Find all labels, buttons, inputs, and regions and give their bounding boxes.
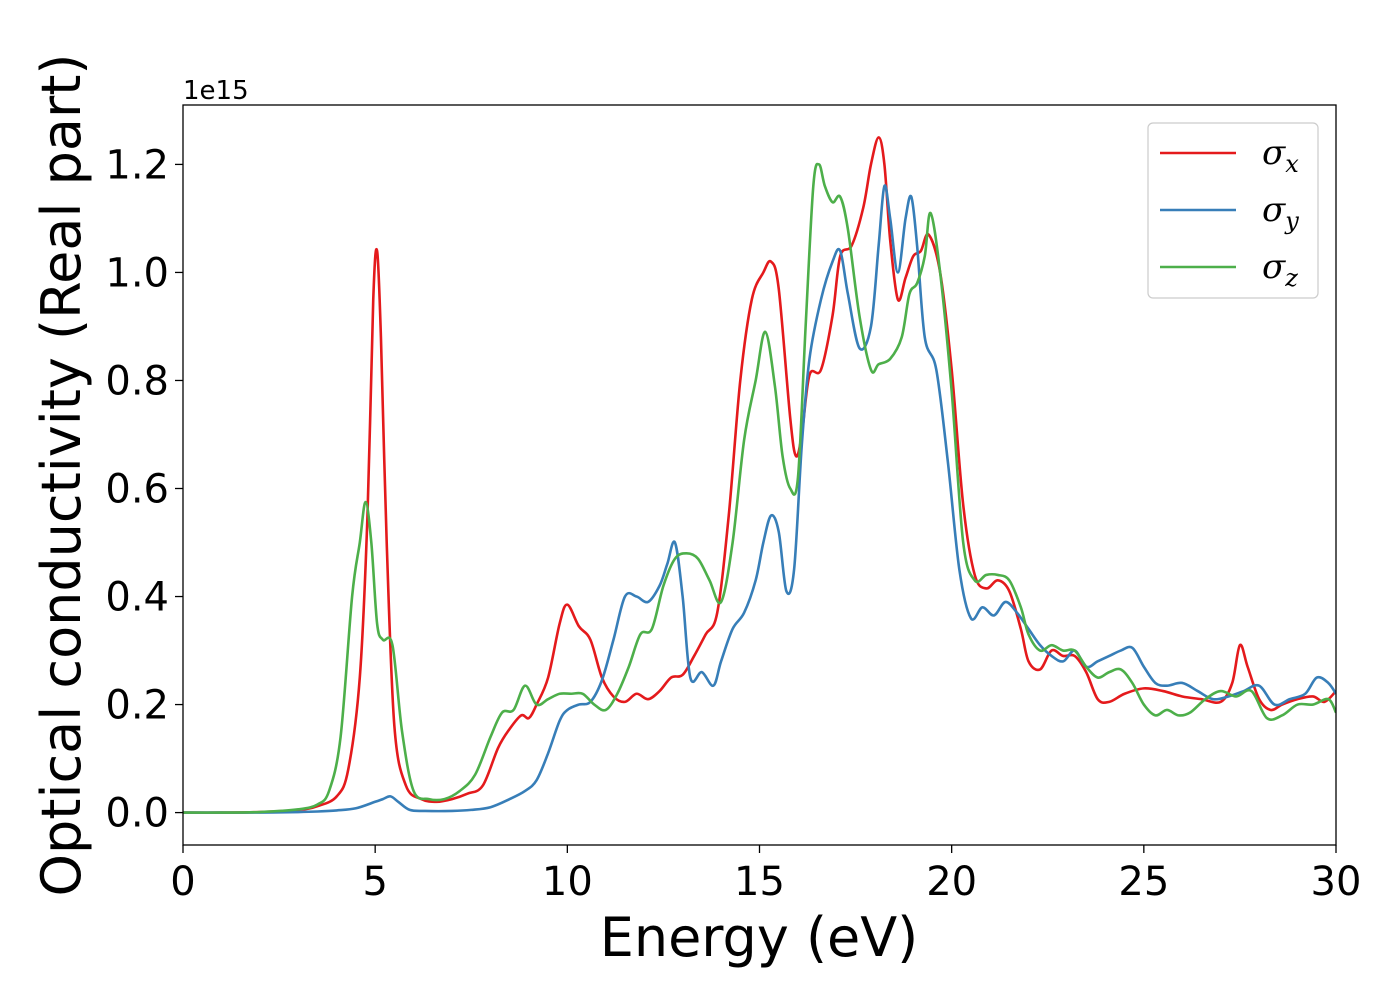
y-tick-label: 0.4 xyxy=(105,575,169,621)
y-offset-label: 1e15 xyxy=(183,76,249,106)
x-axis-ticks: 0 5 10 15 20 25 30 xyxy=(170,845,1361,905)
x-axis-label: Energy (eV) xyxy=(600,906,919,969)
y-tick-label: 0.6 xyxy=(105,467,169,513)
legend-label-z: σz xyxy=(1262,247,1298,292)
y-tick-label: 0.2 xyxy=(105,683,169,729)
x-tick-label: 0 xyxy=(170,859,195,905)
x-tick-label: 15 xyxy=(734,859,785,905)
x-tick-label: 30 xyxy=(1311,859,1362,905)
series-layer xyxy=(183,136,1336,814)
x-tick-label: 10 xyxy=(542,859,593,905)
y-axis-label: Optical conductivity (Real part) xyxy=(30,54,93,897)
y-axis-ticks: 0.0 0.2 0.4 0.6 0.8 1.0 1.2 xyxy=(105,142,183,837)
series-line-y xyxy=(183,184,1336,814)
x-tick-label: 20 xyxy=(926,859,977,905)
x-tick-label: 5 xyxy=(362,859,387,905)
x-tick-label: 25 xyxy=(1118,859,1169,905)
y-tick-label: 0.8 xyxy=(105,358,169,404)
y-tick-label: 1.2 xyxy=(105,142,169,188)
series-line-x xyxy=(183,136,1336,814)
y-tick-label: 0.0 xyxy=(105,791,169,837)
y-tick-label: 1.0 xyxy=(105,250,169,296)
series-line-z xyxy=(183,162,1336,814)
